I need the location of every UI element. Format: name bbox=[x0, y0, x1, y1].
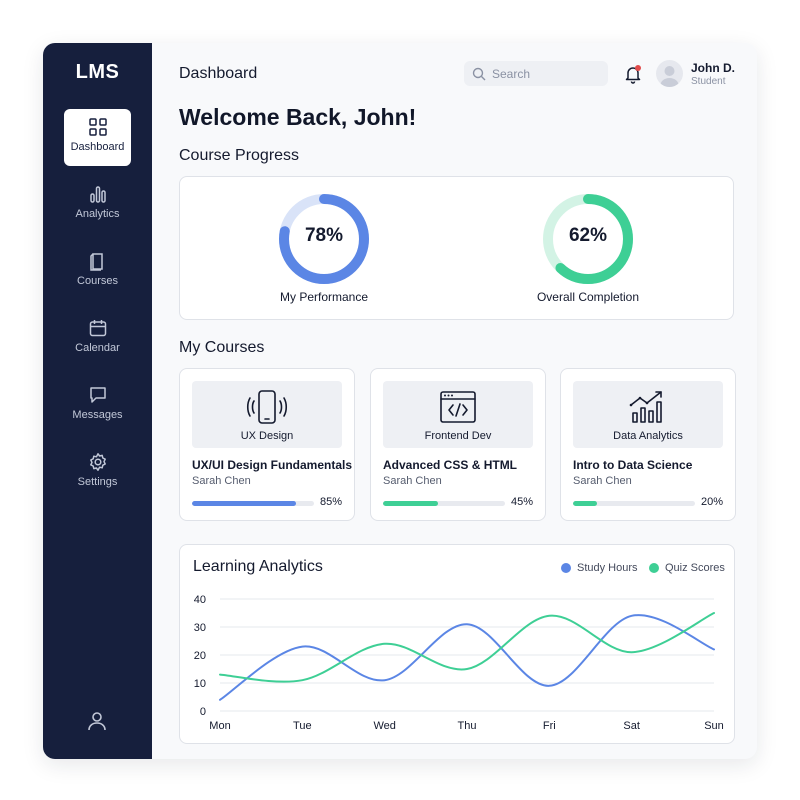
legend-quiz-scores-swatch bbox=[649, 563, 659, 573]
course-progress-percent: 45% bbox=[510, 496, 533, 508]
y-tick-label: 10 bbox=[194, 678, 206, 690]
completion-donut-ring bbox=[543, 194, 633, 284]
code-window-icon bbox=[440, 391, 476, 423]
welcome-heading: Welcome Back, John! bbox=[179, 104, 417, 130]
x-tick-label: Fri bbox=[543, 720, 556, 732]
series-line-study-hours bbox=[219, 614, 715, 701]
legend-label: Quiz Scores bbox=[665, 562, 725, 574]
user-profile-icon[interactable] bbox=[85, 709, 109, 733]
sidebar: LMS Dashboard Analytics Courses Calendar bbox=[43, 43, 152, 759]
x-tick-label: Mon bbox=[209, 720, 230, 732]
course-card[interactable]: Data Analytics Intro to Data Science Sar… bbox=[560, 368, 736, 521]
user-name: John D. bbox=[691, 61, 735, 75]
course-progress-percent: 20% bbox=[700, 496, 723, 508]
course-title: UX/UI Design Fundamentals bbox=[192, 458, 353, 472]
performance-donut-ring bbox=[279, 194, 369, 284]
analytics-title: Learning Analytics bbox=[193, 558, 323, 575]
x-tick-label: Tue bbox=[293, 720, 312, 732]
courses-book-icon bbox=[89, 253, 103, 271]
course-instructor: Sarah Chen bbox=[383, 475, 442, 487]
gear-icon bbox=[89, 453, 106, 471]
course-category: UX Design bbox=[240, 430, 294, 442]
search-box[interactable] bbox=[464, 61, 608, 86]
sidebar-item-label: Calendar bbox=[75, 342, 120, 354]
course-progress-percent: 85% bbox=[319, 496, 342, 508]
message-bubble-icon bbox=[89, 387, 106, 403]
legend-study-hours: Study Hours bbox=[561, 562, 638, 574]
x-tick-label: Thu bbox=[458, 720, 477, 732]
completion-label: Overall Completion bbox=[536, 290, 640, 304]
my-courses-title: My Courses bbox=[179, 339, 265, 356]
course-thumbnail: Data Analytics bbox=[573, 381, 723, 448]
sidebar-item-label: Courses bbox=[77, 275, 118, 287]
course-progress-title: Course Progress bbox=[179, 147, 300, 164]
course-category: Data Analytics bbox=[613, 430, 683, 442]
course-category: Frontend Dev bbox=[424, 430, 492, 442]
sidebar-item-messages[interactable]: Messages bbox=[64, 377, 131, 434]
sidebar-item-label: Dashboard bbox=[70, 141, 125, 153]
course-card[interactable]: Frontend Dev Advanced CSS & HTML Sarah C… bbox=[370, 368, 546, 521]
sidebar-item-dashboard[interactable]: Dashboard bbox=[64, 109, 131, 166]
course-instructor: Sarah Chen bbox=[573, 475, 632, 487]
course-progress-fill bbox=[192, 501, 296, 506]
sidebar-item-calendar[interactable]: Calendar bbox=[64, 310, 131, 367]
app-window: LMS Dashboard Analytics Courses Calendar bbox=[43, 43, 757, 759]
analytics-line-chart: 0 10 20 30 40 Mon Tue Wed Thu Fri Sat Sun bbox=[194, 594, 724, 732]
course-card[interactable]: UX Design UX/UI Design Fundamentals Sara… bbox=[179, 368, 355, 521]
x-tick-label: Wed bbox=[373, 720, 395, 732]
performance-donut bbox=[274, 189, 374, 289]
learning-analytics-card: Learning Analytics Study Hours Quiz Scor… bbox=[179, 544, 735, 744]
sidebar-item-label: Settings bbox=[77, 476, 118, 488]
course-title: Advanced CSS & HTML bbox=[383, 458, 518, 472]
y-tick-label: 0 bbox=[200, 706, 206, 718]
x-tick-label: Sat bbox=[623, 720, 640, 732]
sidebar-item-analytics[interactable]: Analytics bbox=[64, 176, 131, 233]
completion-donut bbox=[538, 189, 638, 289]
avatar-silhouette-icon bbox=[660, 66, 679, 87]
avatar[interactable] bbox=[656, 60, 683, 87]
y-tick-label: 30 bbox=[194, 622, 206, 634]
bar-chart-trend-icon bbox=[629, 391, 662, 423]
course-progress-bar bbox=[192, 501, 314, 506]
performance-value: 78% bbox=[304, 225, 344, 246]
y-tick-label: 20 bbox=[194, 650, 206, 662]
course-progress-bar bbox=[573, 501, 695, 506]
sidebar-item-settings[interactable]: Settings bbox=[64, 444, 131, 501]
sidebar-item-label: Analytics bbox=[75, 208, 120, 220]
page-title: Dashboard bbox=[179, 65, 258, 82]
performance-label: My Performance bbox=[279, 290, 369, 304]
app-logo: LMS bbox=[75, 61, 120, 83]
search-input[interactable] bbox=[492, 66, 602, 81]
course-thumbnail: UX Design bbox=[192, 381, 342, 448]
legend-study-hours-swatch bbox=[561, 563, 571, 573]
calendar-icon bbox=[89, 320, 106, 337]
course-instructor: Sarah Chen bbox=[192, 475, 251, 487]
sidebar-item-label: Messages bbox=[72, 409, 123, 421]
course-progress-fill bbox=[383, 501, 438, 506]
course-title: Intro to Data Science bbox=[573, 458, 693, 472]
course-progress-bar bbox=[383, 501, 505, 506]
sidebar-item-courses[interactable]: Courses bbox=[64, 243, 131, 300]
legend-quiz-scores: Quiz Scores bbox=[649, 562, 725, 574]
course-progress-fill bbox=[573, 501, 598, 506]
notification-badge bbox=[635, 65, 641, 71]
legend-label: Study Hours bbox=[577, 562, 638, 574]
x-tick-label: Sun bbox=[704, 720, 724, 732]
completion-value: 62% bbox=[568, 225, 608, 246]
analytics-bars-icon bbox=[89, 186, 106, 203]
y-tick-label: 40 bbox=[194, 594, 206, 606]
mobile-phone-icon bbox=[246, 390, 288, 424]
series-line-quiz-scores bbox=[219, 612, 715, 683]
dashboard-grid-icon bbox=[88, 118, 107, 136]
course-progress-card: 78% My Performance 62% Overall Completio… bbox=[179, 176, 734, 320]
course-thumbnail: Frontend Dev bbox=[383, 381, 533, 448]
user-role: Student bbox=[691, 76, 726, 87]
search-icon bbox=[472, 67, 486, 80]
